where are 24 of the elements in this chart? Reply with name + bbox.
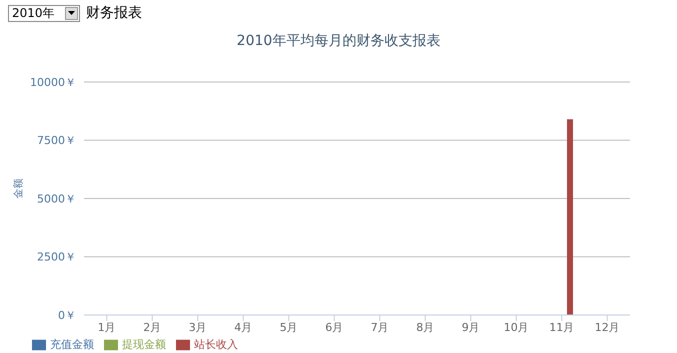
text: 财务报表	[86, 4, 142, 22]
y-tick-label: 7500￥	[37, 134, 76, 148]
year-dropdown: 2010年	[8, 4, 80, 22]
y-tick-label: 5000￥	[37, 192, 76, 206]
x-tick-label: 12月	[594, 320, 620, 334]
x-tick-label: 6月	[325, 320, 344, 334]
x-tick-label: 10月	[504, 320, 529, 334]
x-tick-label: 3月	[188, 320, 207, 334]
legend-label: 充值金额	[50, 338, 94, 351]
legend-label: 提现金额	[122, 338, 166, 351]
y-tick-label: 10000￥	[30, 76, 76, 89]
chart-title: 2010年平均每月的财务收支报表	[236, 32, 442, 50]
x-tick-label: 9月	[462, 320, 480, 334]
x-tick-label: 4月	[234, 320, 252, 334]
x-tick-label: 5月	[280, 320, 298, 334]
x-tick-label: 7月	[370, 320, 389, 334]
x-tick-label: 2月	[143, 320, 162, 334]
x-tick-label: 8月	[416, 320, 434, 334]
legend-label: 站长收入	[194, 338, 238, 351]
y-axis-title: 金额	[12, 178, 25, 198]
y-tick-label: 0￥	[58, 308, 76, 322]
x-tick-label: 1月	[98, 320, 116, 334]
x-tick-label: 11月	[549, 320, 574, 334]
y-tick-label: 2500￥	[37, 250, 76, 264]
